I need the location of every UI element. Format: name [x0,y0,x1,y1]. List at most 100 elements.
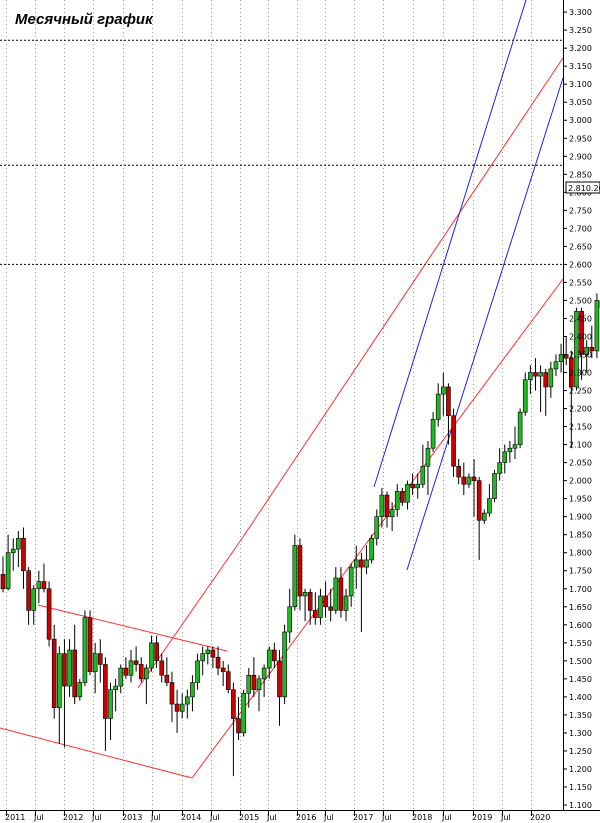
candle-body-down [277,660,282,698]
x-axis: 2011 Jul 2012 Jul 2013 Jul 2014 Jul 2015 Jul 2016 J… [5,810,550,822]
candle-body-up [82,617,88,683]
candle-body-down [123,667,129,676]
candle-body-up [420,465,426,485]
y-tick-label: 2.850 [569,170,592,179]
y-tick-label: 2.400 [569,332,592,341]
candle-body-up [128,660,134,676]
candle-body-up [144,667,149,680]
candles [0,293,600,777]
channel-line [137,536,244,689]
y-tick-label: 2.150 [569,423,592,432]
x-tick-label: Jul [91,813,102,822]
candle-body-up [302,592,308,597]
y-tick-label: 2.350 [569,351,592,360]
y-tick-label: 1.950 [569,495,592,504]
candle-body-down [21,538,26,572]
channel-line [37,604,228,652]
candle-body-down [533,372,538,377]
candle-body-down [159,660,165,676]
y-tick-label: 1.650 [569,603,592,612]
candle-body-down [543,372,549,388]
x-tick-label: Jul [266,813,277,822]
candle-body-down [476,480,482,521]
candle-body-up [466,476,472,485]
horizontal-levels [0,39,563,265]
candle-body-down [103,664,108,719]
candle-body-up [67,649,72,687]
y-tick-label: 1.350 [569,711,592,720]
candle-body-up [430,419,436,449]
x-tick-label: 2016 [296,813,316,822]
candle-body-down [323,595,328,608]
y-tick-label: 2.500 [569,296,592,305]
y-tick-label: 1.400 [569,693,592,702]
candle-body-up [261,667,267,680]
y-tick-label: 3.000 [569,116,592,125]
y-tick-label: 1.850 [569,531,592,540]
y-axis: 3.300 3.250 3.200 3.150 3.100 3.050 3.000 2.950… [563,8,592,810]
x-tick-label: Jul [381,813,392,822]
x-tick-label: 2017 [353,813,373,822]
y-tick-label: 2.650 [569,242,592,251]
candle-body-down [563,354,569,359]
candle-body-up [195,660,200,683]
candle-body-down [174,703,180,712]
candle-body-down [164,674,170,683]
candle-body-up [92,653,98,672]
candle-body-up [502,451,508,463]
candle-body-up [205,649,211,654]
candle-body-up [379,494,385,517]
candle-body-up [528,372,533,381]
candle-body-down [297,545,303,597]
y-tick-label: 1.250 [569,747,592,756]
candle-body-down [410,483,415,489]
candle-body-up [507,447,513,453]
candle-body-down [328,606,333,611]
candle-body-up [10,548,16,554]
candle-body-up [369,538,374,561]
x-tick-label: 2015 [239,813,259,822]
candle-body-up [435,393,441,420]
candle-body-down [231,689,236,719]
candle-body-up [487,498,492,514]
candle-body-down [97,653,103,665]
candle-body-up [425,447,431,467]
candle-body-down [0,574,6,590]
y-tick-label: 2.050 [569,459,592,468]
candle-body-up [149,642,154,669]
y-tick-label: 1.200 [569,765,592,774]
candle-body-down [569,357,574,388]
channel-line [0,727,193,779]
x-tick-label: Jul [500,813,511,822]
y-tick-label: 1.450 [569,675,592,684]
candle-body-down [41,581,47,590]
candle-body-up [246,674,252,694]
candle-body-up [481,512,487,521]
candle-body-up [584,346,589,355]
candle-body-down [384,494,390,517]
x-tick-label: 2011 [5,813,25,822]
candle-body-up [512,444,518,449]
candle-body-down [72,649,77,698]
candle-body-up [31,588,37,611]
y-tick-label: 2.200 [569,405,592,414]
candle-body-down [169,682,175,705]
y-tick-label: 2.550 [569,278,592,287]
x-tick-label: Jul [33,813,44,822]
x-tick-label: 2020 [530,813,550,822]
candle-body-down [272,649,277,662]
y-tick-label: 1.150 [569,783,592,792]
y-tick-label: 1.500 [569,657,592,666]
x-tick-label: 2019 [472,813,492,822]
y-tick-label: 1.600 [569,621,592,630]
candle-body-up [364,559,369,568]
candle-body-down [46,588,52,640]
candle-body-up [5,552,11,590]
y-tick-label: 2.600 [569,260,592,269]
candle-body-up [538,372,543,377]
candle-body-down [220,667,226,672]
chart-title: Месячный график [15,11,154,28]
candle-body-down [589,346,595,352]
y-tick-label: 2.250 [569,387,592,396]
candle-body-up [190,682,195,698]
